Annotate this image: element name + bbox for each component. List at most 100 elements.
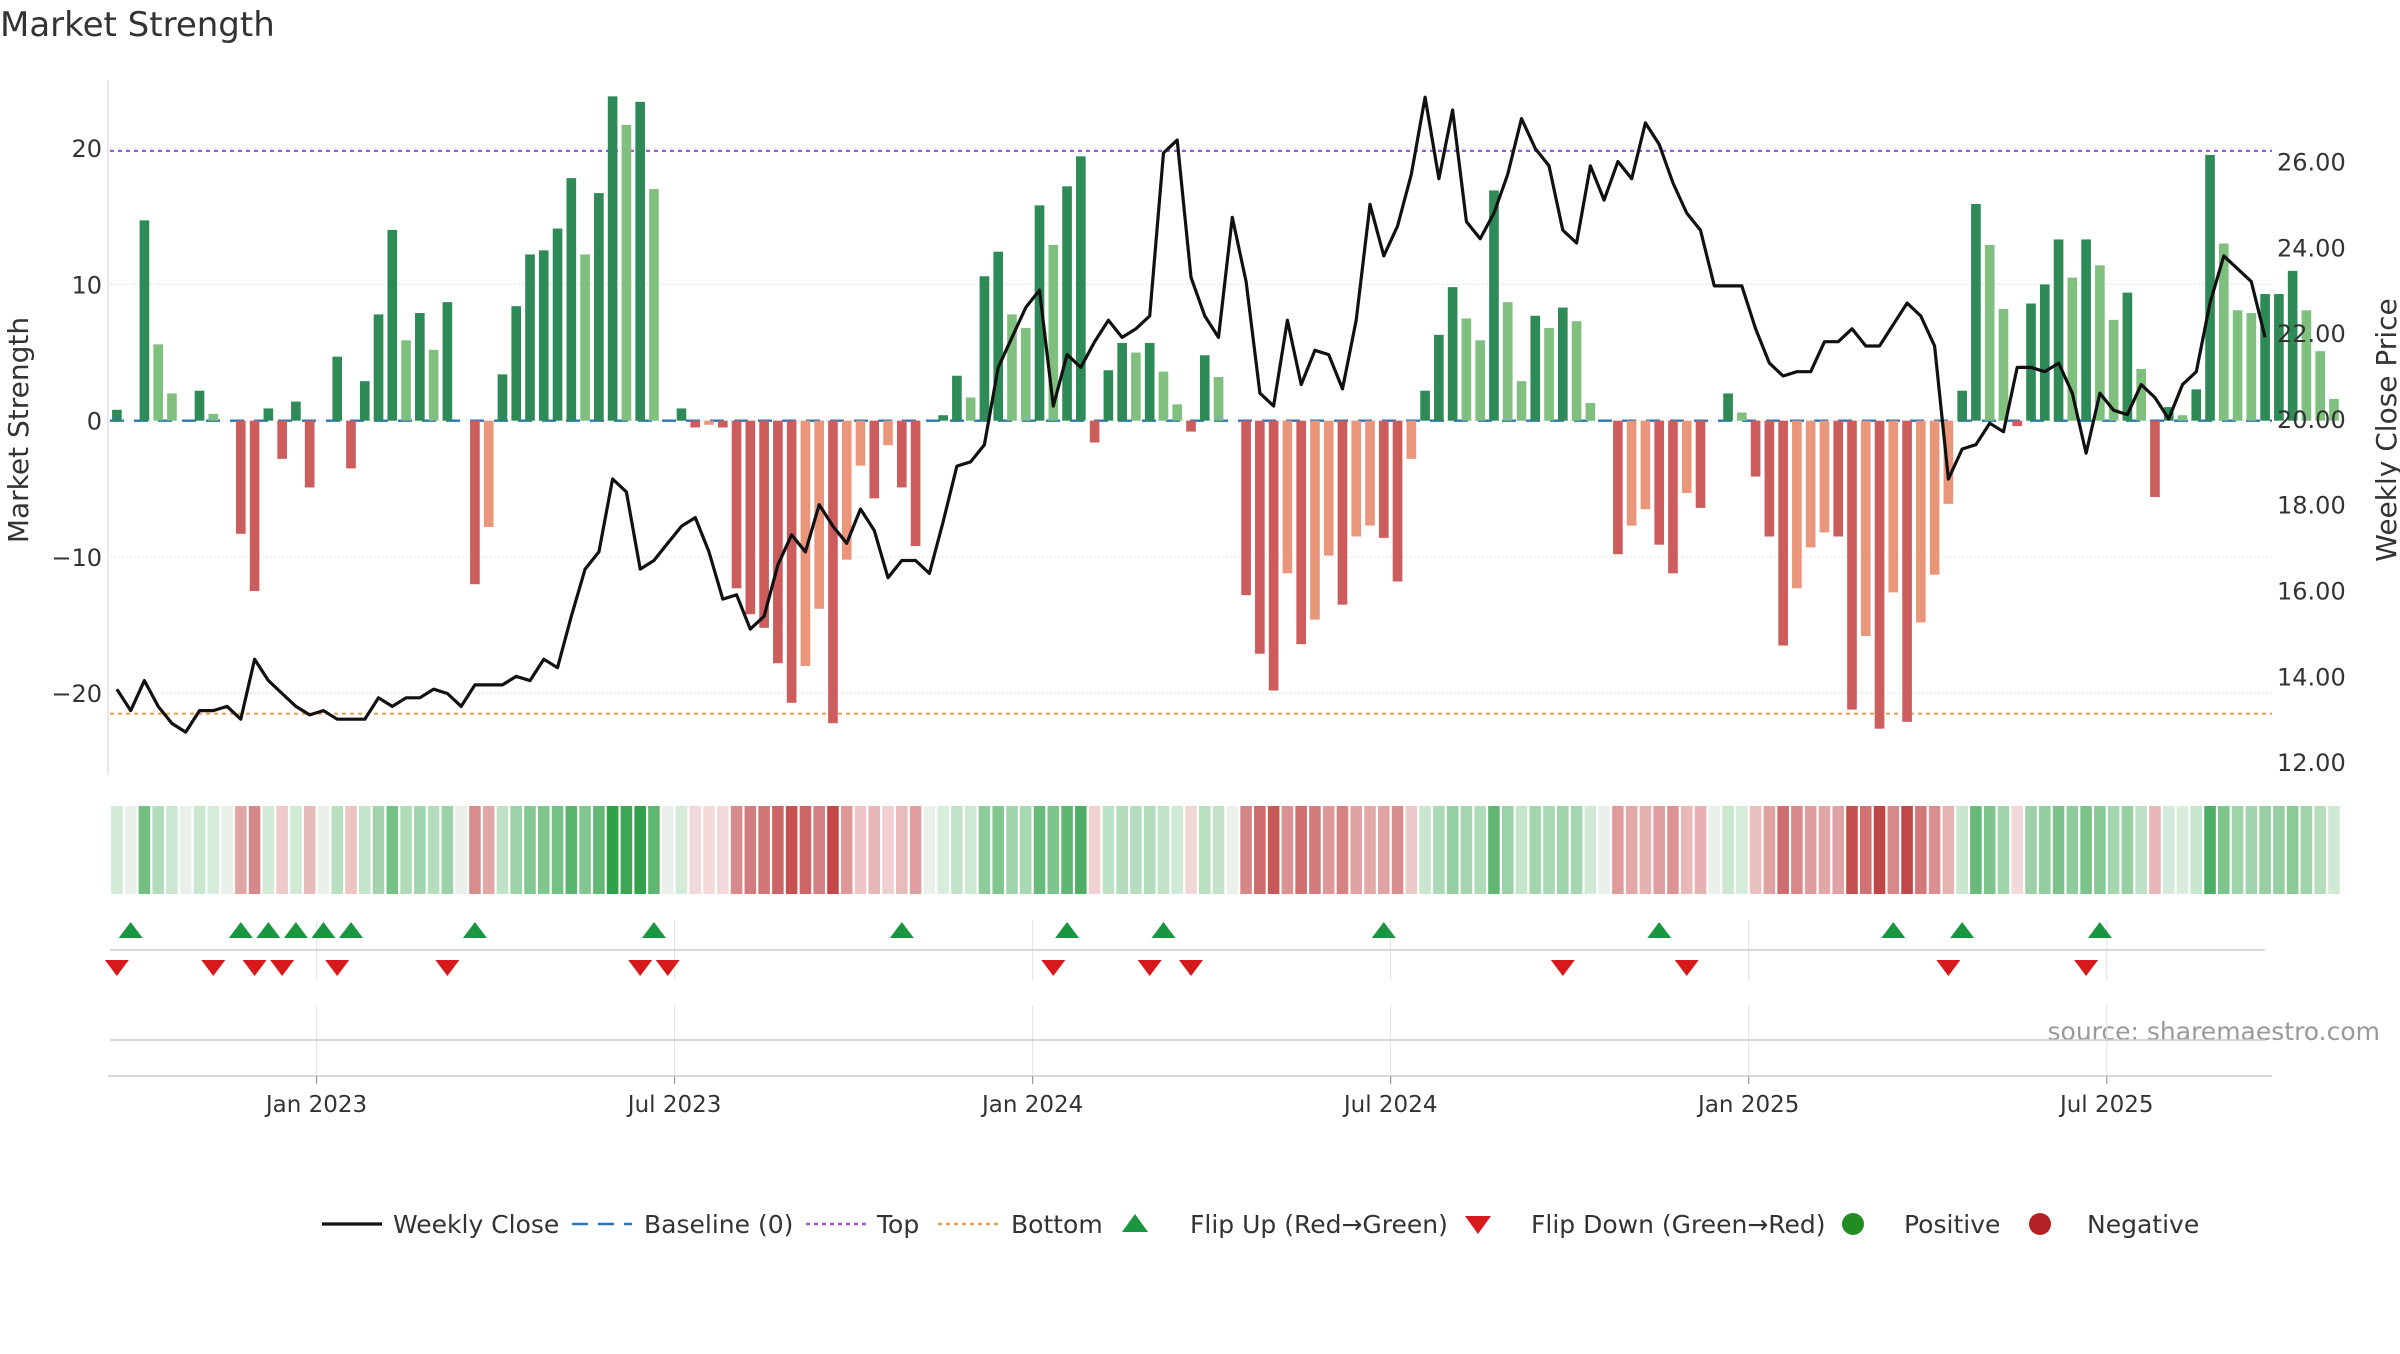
heat-cell <box>551 806 564 894</box>
heat-cell <box>179 806 192 894</box>
heat-cell <box>2273 806 2285 894</box>
heat-cell <box>1322 806 1335 894</box>
heat-cell <box>1254 806 1266 894</box>
strength-bar <box>387 229 398 421</box>
flip-down-marker <box>104 960 129 976</box>
strength-bar <box>1585 402 1596 421</box>
legend-label: Top <box>876 1210 919 1239</box>
heat-cell <box>923 806 936 894</box>
x-axis: Jan 2023 Jul 2023 Jan 2024 Jul 2024 Jan 2025… <box>108 1039 2272 1118</box>
strength-bar <box>2122 292 2133 421</box>
flip-up-marker <box>462 922 487 938</box>
legend-label: Flip Down (Green→Red) <box>1531 1210 1826 1239</box>
strength-bar <box>594 193 604 421</box>
heat-cell <box>2190 806 2203 894</box>
strength-bar <box>993 251 1004 421</box>
strength-bar <box>497 374 508 421</box>
heat-cell <box>2066 806 2079 894</box>
y-tick-label-right: 16.00 <box>2277 578 2346 606</box>
heat-cell <box>2121 806 2134 894</box>
strength-bar <box>731 420 742 589</box>
heat-cell <box>593 806 605 894</box>
strength-bar <box>938 415 948 421</box>
weekly-close-line <box>115 95 2267 734</box>
heat-cell <box>909 806 922 894</box>
flip-down-marker <box>325 960 350 976</box>
strength-bar <box>2095 265 2105 421</box>
strength-bar <box>1874 420 1885 729</box>
heat-cell <box>758 806 770 894</box>
heat-cell <box>317 806 330 894</box>
strength-bar <box>1144 343 1155 421</box>
heat-cell <box>1956 806 1968 894</box>
heat-cell <box>2259 806 2271 894</box>
strength-bar <box>1888 420 1899 593</box>
legend-label: Flip Up (Red→Green) <box>1190 1210 1448 1239</box>
heat-cell <box>1116 806 1128 894</box>
heat-cell <box>510 806 523 894</box>
y-tick-label-left: 20 <box>71 135 102 163</box>
heat-cell <box>1983 806 1996 894</box>
flip-down-marker <box>1936 960 1961 976</box>
strength-bar <box>291 401 301 421</box>
heat-cell <box>152 806 164 894</box>
heat-cell <box>537 806 550 894</box>
flip-up-marker <box>118 922 143 938</box>
heat-cell <box>1598 806 1610 894</box>
heat-cell <box>248 806 261 894</box>
legend-label: Positive <box>1904 1210 2000 1239</box>
heat-cell <box>111 806 123 894</box>
heat-cell <box>1185 806 1197 894</box>
strength-bar <box>1447 287 1458 421</box>
strength-bar <box>1916 420 1926 623</box>
heat-cell <box>1488 806 1500 894</box>
strength-bar <box>2108 319 2119 421</box>
heat-cell <box>1102 806 1115 894</box>
strength-bar <box>1681 420 1692 493</box>
y-tick-label-left: −20 <box>51 680 102 708</box>
strength-bar <box>1089 420 1100 443</box>
strength-bar <box>1420 390 1430 421</box>
heat-cell <box>1722 806 1734 894</box>
heat-cell <box>455 806 467 894</box>
y-tick-label-right: 12.00 <box>2277 749 2346 777</box>
heat-cell <box>2094 806 2106 894</box>
flip-up-marker <box>256 922 281 938</box>
strength-bar <box>2191 389 2202 421</box>
strength-bar <box>1847 420 1857 710</box>
strength-bar <box>1833 420 1844 537</box>
strength-bar <box>1557 307 1568 421</box>
flip-down-marker <box>1137 960 1162 976</box>
strength-bar <box>910 420 921 547</box>
strength-bar <box>1957 390 1967 421</box>
heat-cell <box>193 806 206 894</box>
strength-bar <box>635 101 645 421</box>
flip-up-marker <box>1055 922 1080 938</box>
strength-bar <box>1516 381 1527 421</box>
legend-item: Weekly Close <box>322 1210 559 1239</box>
strength-bar <box>1172 404 1183 421</box>
heat-cell <box>840 806 853 894</box>
strength-bar <box>1007 314 1017 421</box>
source-note: source: sharemaestro.com <box>2048 1017 2381 1046</box>
legend: Weekly Close Baseline (0) Top Bottom Flip Up… <box>322 1210 2199 1239</box>
strength-bar <box>2026 303 2036 421</box>
heat-cell <box>1019 806 1032 894</box>
strength-bar <box>1778 420 1788 646</box>
heat-cell <box>1364 806 1376 894</box>
heat-cell <box>1061 806 1073 894</box>
heat-cell <box>1378 806 1390 894</box>
y-tick-label-right: 20.00 <box>2277 406 2346 434</box>
y-tick-label-left: 0 <box>87 408 102 436</box>
x-tick-label: Jan 2023 <box>264 1092 367 1118</box>
strength-bar <box>2012 420 2023 427</box>
legend-label: Bottom <box>1011 1210 1103 1239</box>
strength-bar <box>1020 328 1031 421</box>
heat-cell <box>937 806 949 894</box>
flip-down-marker <box>1550 960 1575 976</box>
strength-bar <box>607 96 618 421</box>
heat-cell <box>166 806 178 894</box>
heat-cell <box>2149 806 2161 894</box>
strength-bar <box>952 375 962 421</box>
strength-bar <box>167 393 177 421</box>
